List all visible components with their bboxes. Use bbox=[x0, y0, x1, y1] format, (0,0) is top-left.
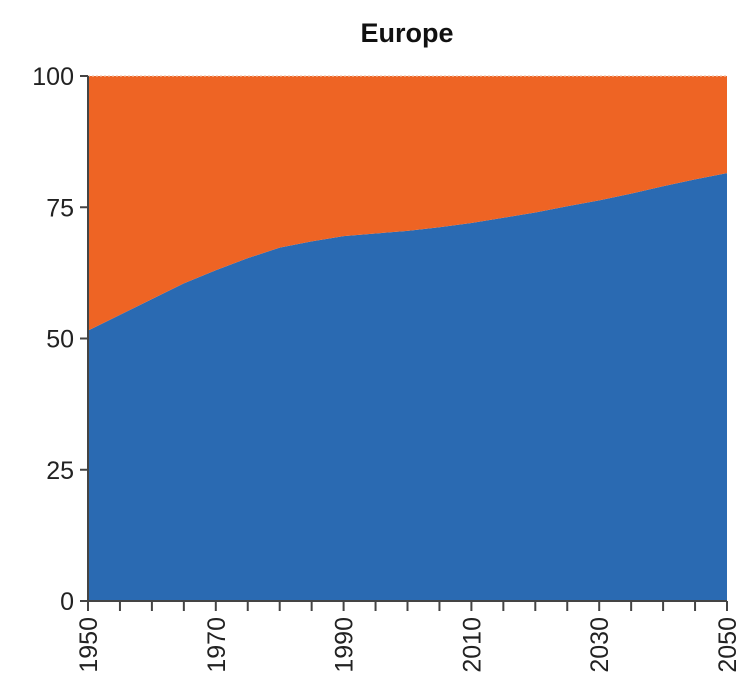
area-series-1 bbox=[88, 173, 727, 601]
x-tick-label: 2030 bbox=[586, 617, 614, 673]
x-tick-label: 1990 bbox=[331, 617, 359, 673]
y-axis-ticks: 0 25 50 75 100 bbox=[32, 63, 88, 616]
y-tick-label: 75 bbox=[46, 194, 74, 222]
area-series-2 bbox=[88, 76, 727, 331]
chart-title: Europe bbox=[360, 18, 453, 48]
x-tick-label: 1950 bbox=[75, 617, 103, 673]
x-tick-label: 2050 bbox=[714, 617, 742, 673]
y-tick-label: 100 bbox=[32, 63, 74, 91]
y-tick-label: 0 bbox=[60, 588, 74, 616]
x-tick-label: 2010 bbox=[458, 617, 486, 673]
y-tick-label: 25 bbox=[46, 457, 74, 485]
y-tick-label: 50 bbox=[46, 326, 74, 354]
area-series-group bbox=[88, 76, 727, 601]
x-tick-label: 1970 bbox=[203, 617, 231, 673]
x-axis-ticks: 1950 1970 1990 2010 2030 2050 bbox=[75, 601, 742, 673]
